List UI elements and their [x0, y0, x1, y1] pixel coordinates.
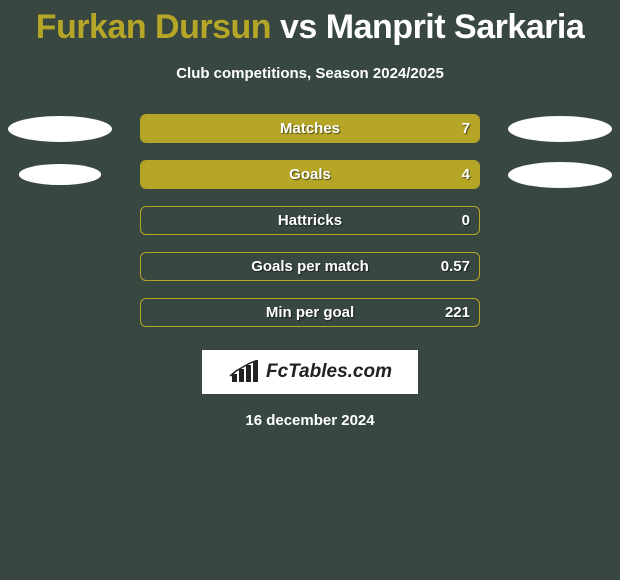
comparison-title: Furkan Dursun vs Manprit Sarkaria	[0, 0, 620, 47]
left-ellipse	[8, 116, 112, 142]
bar-fill	[141, 161, 479, 188]
bar-track	[140, 252, 480, 281]
vs-label: vs	[280, 8, 317, 46]
right-ellipse	[508, 116, 612, 142]
stats-container: Matches7Goals4Hattricks0Goals per match0…	[0, 114, 620, 344]
right-ellipse	[508, 162, 612, 188]
player1-name: Furkan Dursun	[36, 8, 271, 46]
fctables-logo[interactable]: FcTables.com	[202, 350, 418, 394]
stat-row: Matches7	[0, 114, 620, 160]
bar-track	[140, 114, 480, 143]
stat-row: Min per goal221	[0, 298, 620, 344]
player2-name: Manprit Sarkaria	[326, 8, 584, 46]
stat-row: Goals4	[0, 160, 620, 206]
bar-fill	[141, 115, 479, 142]
bar-track	[140, 298, 480, 327]
bar-chart-icon	[228, 360, 262, 384]
stat-row: Hattricks0	[0, 206, 620, 252]
left-ellipse	[19, 164, 100, 184]
subtitle: Club competitions, Season 2024/2025	[0, 65, 620, 82]
logo-text: FcTables.com	[266, 361, 392, 383]
bar-track	[140, 160, 480, 189]
bar-track	[140, 206, 480, 235]
date-label: 16 december 2024	[0, 412, 620, 429]
stat-row: Goals per match0.57	[0, 252, 620, 298]
